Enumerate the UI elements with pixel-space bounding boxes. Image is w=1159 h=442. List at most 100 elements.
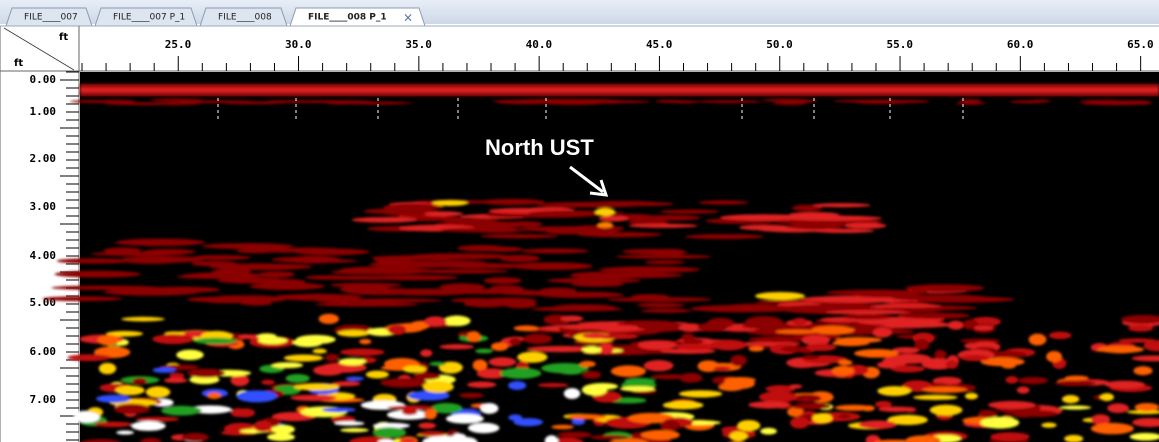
- reflection: [280, 259, 358, 264]
- reflection: [791, 394, 822, 403]
- y-tick-label: 2.00: [30, 152, 57, 165]
- reflection: [929, 404, 963, 416]
- reflection: [104, 288, 199, 296]
- reflection: [631, 294, 669, 300]
- reflection: [964, 343, 979, 349]
- tab[interactable]: [5, 7, 93, 27]
- reflection: [330, 282, 402, 288]
- reflection: [710, 339, 747, 351]
- x-tick-label: 40.0: [526, 38, 553, 51]
- reflection: [786, 223, 845, 230]
- reflection: [571, 418, 586, 425]
- reflection: [388, 324, 407, 336]
- reflection: [660, 348, 716, 354]
- reflection: [773, 101, 807, 105]
- reflection: [237, 334, 253, 340]
- reflection: [1028, 333, 1047, 346]
- y-tick-label: 0.00: [30, 73, 57, 86]
- reflection: [628, 223, 698, 228]
- reflection: [874, 439, 915, 442]
- reflection: [1080, 102, 1153, 106]
- reflection: [599, 266, 700, 273]
- reflection: [345, 376, 364, 381]
- reflection: [765, 385, 796, 393]
- reflection: [135, 416, 180, 422]
- reflection: [978, 409, 998, 419]
- reflection: [283, 354, 324, 362]
- reflection: [230, 374, 250, 387]
- reflection: [874, 400, 892, 408]
- reflection: [230, 408, 246, 418]
- reflection: [338, 358, 367, 366]
- reflection: [729, 431, 748, 442]
- y-unit: ft: [14, 58, 23, 69]
- reflection: [1090, 422, 1134, 435]
- reflection: [1132, 417, 1159, 427]
- reflection: [962, 319, 979, 330]
- x-tick-label: 65.0: [1127, 38, 1154, 51]
- reflection: [567, 414, 607, 420]
- reflection: [163, 377, 188, 384]
- reflection: [1029, 99, 1051, 103]
- reflection: [660, 209, 719, 214]
- tab[interactable]: [199, 7, 288, 27]
- reflection: [698, 200, 749, 205]
- reflection: [430, 403, 463, 414]
- reflection: [980, 416, 1020, 429]
- reflection: [287, 100, 349, 104]
- reflection: [598, 343, 614, 355]
- annotation: North UST: [485, 135, 594, 160]
- reflection: [424, 211, 464, 217]
- tab-label: FILE____007 P_1: [113, 13, 185, 23]
- tab[interactable]: [94, 7, 198, 27]
- reflection: [1064, 375, 1089, 381]
- reflection: [674, 343, 711, 350]
- reflection: [253, 420, 272, 432]
- reflection: [69, 99, 125, 103]
- reflection: [1001, 362, 1016, 369]
- tabs: FILE____007 FILE____007 P_1 FILE____008 FIL…: [5, 7, 426, 27]
- reflection: [563, 388, 581, 400]
- reflection: [81, 439, 121, 442]
- reflection: [191, 261, 237, 267]
- reflection: [467, 331, 481, 343]
- reflection: [890, 365, 925, 373]
- reflection: [832, 99, 911, 103]
- reflection: [435, 253, 468, 259]
- reflection: [271, 424, 295, 434]
- reflection: [407, 390, 450, 401]
- reflection: [802, 355, 820, 360]
- reflection: [497, 101, 557, 105]
- reflection: [318, 313, 340, 325]
- reflection: [960, 354, 990, 362]
- reflection: [782, 215, 882, 221]
- y-tick-label: 4.00: [30, 249, 57, 262]
- x-tick-label: 35.0: [405, 38, 432, 51]
- reflection: [422, 381, 454, 393]
- reflection: [249, 282, 325, 290]
- reflection: [560, 315, 584, 322]
- reflection: [872, 327, 893, 338]
- reflection: [590, 434, 630, 440]
- reflection: [476, 368, 508, 379]
- reflection: [521, 248, 589, 254]
- reflection: [106, 330, 144, 337]
- reflection: [418, 431, 446, 437]
- reflection: [480, 403, 499, 414]
- reflection: [921, 386, 968, 393]
- reflection: [90, 251, 185, 257]
- reflection: [115, 238, 206, 247]
- tab-close[interactable]: ×: [403, 11, 413, 25]
- reflection: [889, 353, 932, 364]
- reflection: [169, 372, 185, 380]
- reflection: [380, 378, 427, 388]
- reflection: [947, 320, 964, 330]
- reflection: [1131, 355, 1159, 362]
- reflection: [1064, 434, 1084, 442]
- tab[interactable]: [289, 7, 426, 27]
- reflection: [187, 368, 226, 378]
- reflection: [1048, 331, 1072, 340]
- reflection: [1054, 380, 1096, 387]
- reflection: [546, 101, 602, 105]
- reflection: [560, 370, 582, 375]
